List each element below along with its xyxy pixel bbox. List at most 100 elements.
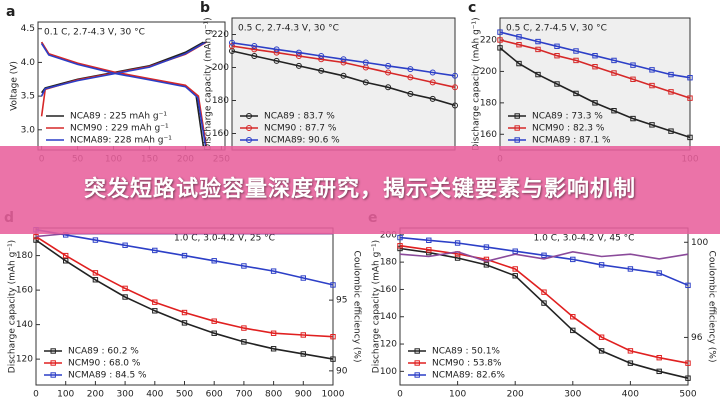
y-tick-label: 180 [380,258,397,268]
banner: 突发短路试验容量深度研究，揭示关键要素与影响机制 [0,146,720,234]
y-tick-label: 180 [212,96,229,106]
point [211,330,217,336]
point [656,354,662,361]
point [122,242,128,248]
point [92,237,99,243]
y-axis-label: Discharge capacity (mAh g⁻¹) [8,240,18,373]
point [63,258,69,264]
point [330,282,336,288]
point [497,45,503,51]
legend-label: NCMA89 : 87.1 % [532,136,611,146]
legend-label: NCM90 : 229 mAh g⁻¹ [70,124,169,134]
legend-label: NCM90 : 53.8% [432,359,502,369]
x-tick-label: 100 [449,390,466,400]
y-axis-label: Discharge capacity (mAh g⁻¹) [472,17,482,150]
x-tick-label: 100 [57,390,74,400]
legend-label: NCA89 : 225 mAh g⁻¹ [70,112,167,122]
point [630,76,636,82]
point [598,262,605,268]
point [570,327,576,334]
x-tick-label: 800 [265,390,282,400]
legend-marker [246,137,252,143]
point [541,252,547,259]
series-line [399,250,689,263]
legend-marker [246,113,252,119]
y-tick-label: 220 [480,36,497,46]
point [656,368,662,375]
y-tick-label: 200 [212,63,229,73]
legend-label: NCA89 : 60.2 % [68,347,139,357]
point [340,72,347,79]
point [685,375,691,381]
y-tick-label: 140 [380,312,397,322]
point [685,360,691,366]
point [573,90,579,97]
annotation: 1.0 C, 3.0-4.2 V, 45 °C [534,234,635,244]
point [535,38,541,45]
point [270,268,277,274]
point [318,52,325,59]
point [668,71,674,78]
point [554,53,560,59]
y-tick-label: 200 [480,67,497,77]
point [229,39,235,46]
point [668,128,674,134]
y2-tick-label: 100 [691,238,708,248]
point [516,42,522,48]
annotation: 0.1 C, 2.7-4.3 V, 30 °C [44,28,145,38]
point [497,29,503,35]
point [63,252,69,259]
x-tick-label: 300 [117,390,134,400]
banner-title: 突发短路试验容量深度研究，揭示关键要素与影响机制 [83,177,636,202]
point [570,256,576,263]
point [570,314,576,320]
point [497,37,503,43]
point [385,84,392,91]
legend-label: NCMA89 : 84.5 % [68,371,147,381]
point [385,62,392,69]
point [554,43,560,49]
x-tick-label: 0 [397,390,403,400]
series-line [35,239,334,360]
x-tick-label: 400 [622,390,639,400]
point [152,299,158,305]
y-tick-label: 120 [16,355,33,365]
annotation: 0.5 C, 2.7-4.3 V, 30 °C [238,24,339,34]
x-tick-label: 1000 [322,390,345,400]
y-tick-label: 200 [380,230,397,240]
y2-tick-label: 90 [336,366,348,376]
legend-marker [414,360,420,366]
point [598,348,605,354]
y-tick-label: 160 [380,285,397,295]
legend-label: NCMA89: 90.6 % [264,136,340,146]
point [627,348,634,354]
point [429,69,436,76]
point [181,252,188,259]
point [454,240,461,246]
point [685,282,691,289]
y-tick-label: 180 [16,251,33,261]
point [92,277,99,283]
x-tick-label: 400 [146,390,163,400]
point [300,275,307,281]
annotation: 1.0 C, 3.0-4.2 V, 25 °C [174,234,275,244]
x-tick-label: 500 [679,390,696,400]
point [687,95,693,101]
x-tick-label: 900 [295,390,312,400]
point [429,79,436,86]
point [573,48,579,54]
plot-area [232,18,455,150]
point [687,134,693,141]
point [241,339,247,345]
point [630,62,636,68]
y2-tick-label: 95 [336,296,347,306]
panel-letter: b [200,0,210,16]
point [535,71,541,78]
point [627,360,634,366]
point [573,57,579,64]
legend-marker [414,348,420,354]
point [611,108,617,114]
y-tick-label: 160 [480,130,497,140]
